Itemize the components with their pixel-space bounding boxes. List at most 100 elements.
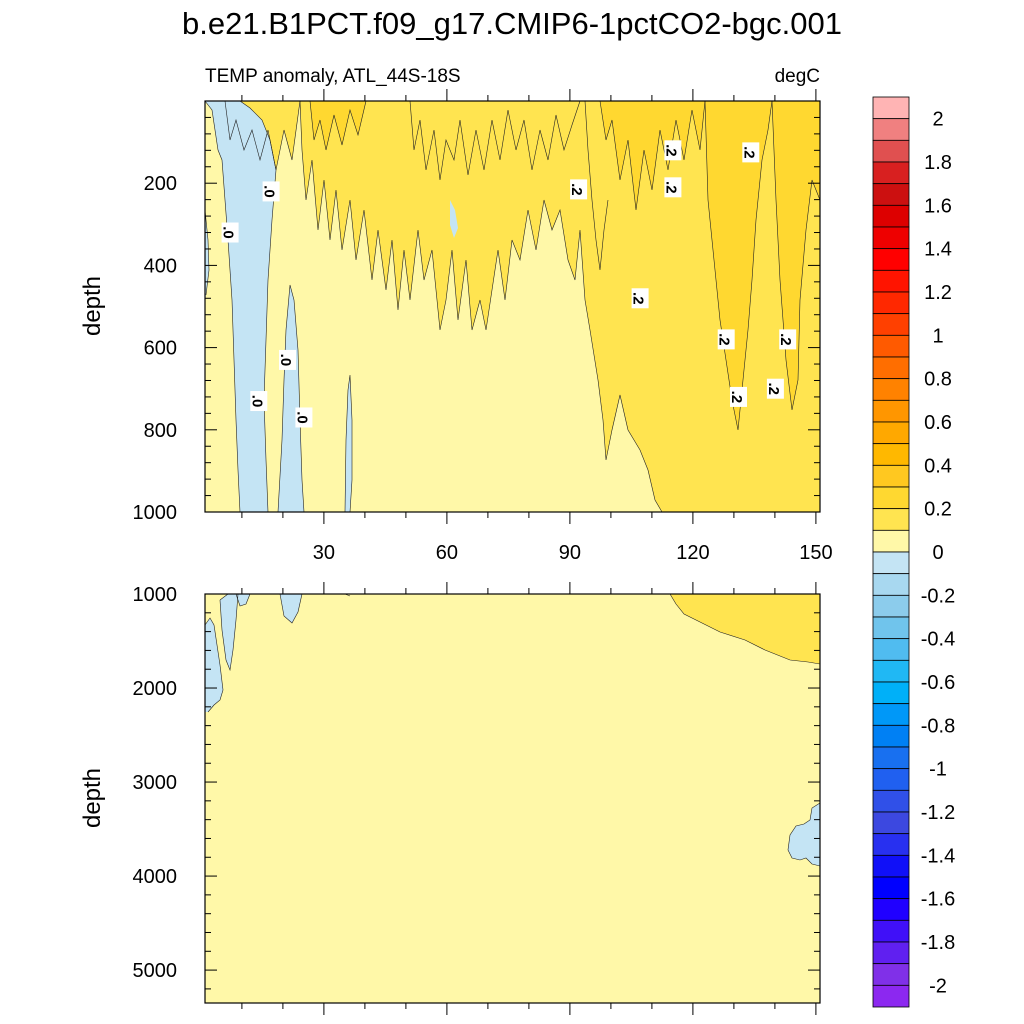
- colorbar-swatch: [872, 638, 910, 661]
- lower-contour-lines: [204, 593, 821, 867]
- colorbar-tick-label: -0.8: [921, 715, 955, 737]
- colorbar-swatch: [872, 204, 910, 228]
- contour-label: .2: [716, 329, 735, 350]
- colorbar-tick-label: -0.4: [921, 629, 955, 651]
- colorbar-tick-label: -1.6: [921, 889, 955, 911]
- x-tick-label: 120: [676, 542, 709, 564]
- colorbar-swatch: [872, 616, 910, 640]
- upper-fill-neg-spot: [450, 200, 458, 238]
- y-tick-label: 200: [144, 173, 177, 195]
- contour-label-bg: [730, 386, 747, 407]
- colorbar-swatch: [872, 269, 910, 293]
- colorbar-swatch: [872, 356, 910, 380]
- colorbar-swatch: [872, 399, 910, 423]
- lower-y-axis-label: depth: [79, 768, 106, 828]
- colorbar-tick-label: 1.4: [924, 239, 952, 261]
- contour-label-bg: [295, 407, 313, 428]
- contour-label-bg: [279, 349, 296, 370]
- contour-label-text: .2: [777, 333, 794, 346]
- lower-x-axis: [241, 582, 817, 1015]
- colorbar-swatch: [872, 443, 910, 466]
- lower-fill-pos-right: [670, 594, 820, 664]
- upper-plot-area: [204, 100, 821, 513]
- contour-label-bg: [250, 391, 268, 412]
- upper-fill-pos-core-1: [705, 101, 772, 430]
- contour-label: .0: [293, 407, 313, 428]
- upper-fill-pos-deep-right: [585, 101, 820, 512]
- colorbar-swatch: [872, 898, 910, 921]
- colorbar-tick-label: 0: [932, 542, 943, 564]
- colorbar-swatch: [872, 551, 910, 575]
- colorbar-swatch: [872, 984, 910, 1008]
- colorbar-swatch: [872, 313, 910, 336]
- contour-label-bg: [742, 142, 760, 163]
- x-tick-label: 90: [559, 542, 581, 564]
- colorbar-tick-label: 0.6: [924, 412, 952, 434]
- x-tick-label: 60: [436, 542, 458, 564]
- contour-label-text: .2: [728, 391, 745, 404]
- colorbar-swatch: [872, 226, 910, 250]
- y-tick-label: 400: [144, 255, 177, 277]
- colorbar-swatch: [872, 139, 910, 163]
- contour-label: .2: [740, 142, 760, 163]
- contour-label-text: .2: [740, 146, 757, 159]
- y-tick-label: 3000: [133, 772, 178, 794]
- contour-label-text: .0: [248, 395, 265, 408]
- contour-label-bg: [262, 181, 280, 202]
- colorbar-tick-label: 1: [932, 325, 943, 347]
- lower-fill-neg-left-2: [220, 594, 238, 670]
- colorbar-swatch: [872, 248, 910, 271]
- contour-label-bg: [766, 378, 784, 399]
- colorbar-swatch: [872, 529, 910, 553]
- contour-label: .0: [261, 181, 280, 202]
- colorbar-tick-label: -0.2: [921, 585, 955, 607]
- colorbar-swatch: [872, 573, 910, 596]
- lower-fill-neg-right: [788, 803, 820, 866]
- colorbar-swatch: [872, 464, 910, 488]
- colorbar-swatch: [872, 421, 910, 445]
- contour-label: .2: [777, 329, 797, 350]
- upper-y-axis-label: depth: [79, 276, 106, 336]
- colorbar-swatch: [872, 703, 910, 726]
- contour-label-bg: [717, 329, 735, 350]
- contour-label-text: .0: [261, 185, 278, 198]
- contour-label-text: .2: [568, 183, 585, 196]
- colorbar-tick-label: 1.6: [924, 195, 952, 217]
- colorbar-swatch: [872, 659, 910, 683]
- contour-label-bg: [570, 179, 588, 200]
- contour-label-text: .0: [293, 411, 310, 424]
- contour-label-bg: [779, 329, 797, 350]
- colorbar-tick-label: 2: [932, 109, 943, 131]
- colorbar-swatch: [872, 594, 910, 618]
- x-tick-label: 30: [313, 542, 335, 564]
- upper-fill-pos-core-4: [310, 101, 366, 150]
- colorbar-swatch: [872, 183, 910, 206]
- colorbar-tick-label: 1.2: [924, 282, 952, 304]
- colorbar-swatch: [872, 681, 910, 705]
- contour-label-text: .0: [220, 226, 237, 239]
- colorbar-tick-label: 0.2: [924, 499, 952, 521]
- upper-fill-neg-thin: [345, 375, 352, 512]
- lower-y-axis: 1000 2000 3000 4000 5000: [133, 584, 820, 990]
- contour-label: .2: [728, 386, 747, 407]
- colorbar-tick-label: -2: [929, 975, 947, 997]
- colorbar-swatch: [872, 291, 910, 315]
- upper-contour-labels: .0 .0 .0 .0 .0 .2 .2 .2 .2 .2 .2 .2 .2 .2: [220, 140, 797, 428]
- contour-label-bg: [664, 177, 682, 198]
- colorbar-tick-label: 1.8: [924, 152, 952, 174]
- contour-label: .2: [662, 177, 682, 198]
- contour-label-bg: [631, 288, 649, 309]
- lower-fill-neg-spot-1: [236, 594, 250, 606]
- y-tick-label: 5000: [133, 960, 178, 982]
- upper-x-axis: 30 60 90 120 150: [241, 89, 833, 564]
- contour-label-text: .0: [277, 354, 294, 367]
- colorbar-swatch: [872, 486, 910, 510]
- lower-panel: 1000 2000 3000 4000 5000 depth: [79, 582, 821, 1015]
- colorbar-swatch: [872, 378, 910, 401]
- contour-label: .0: [248, 391, 268, 412]
- colorbar-swatch: [872, 941, 910, 965]
- lower-fill-base: [205, 594, 820, 1003]
- contour-label-bg: [221, 222, 239, 243]
- colorbar-swatch: [872, 963, 910, 986]
